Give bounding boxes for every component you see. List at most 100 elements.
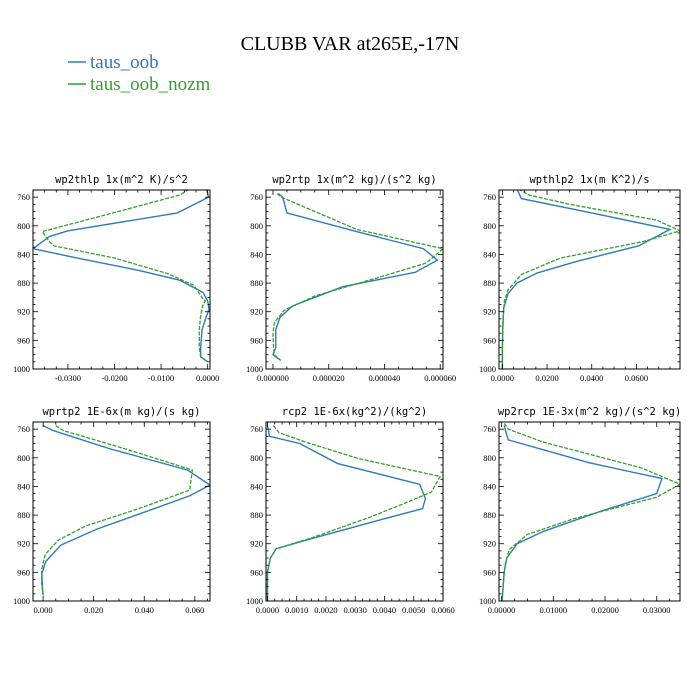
plot-frame [32, 189, 211, 370]
y-tick-label: 800 [250, 453, 263, 463]
x-tick-label: 0.0000 [256, 605, 279, 615]
x-tick-label: 0.03000 [643, 605, 671, 615]
y-tick-label: 840 [17, 249, 30, 259]
y-tick-label: 960 [483, 567, 496, 577]
subplot-title: wp2thlp 1x(m^2 K)/s^2 [55, 174, 188, 186]
x-tick-label: -0.0100 [148, 373, 174, 383]
y-tick-label: 760 [17, 192, 30, 202]
subplot-1: wp2thlp 1x(m^2 K)/s^2 760 800 840 880 920 960 1… [13, 174, 219, 383]
x-tick-label: 0.000 [34, 605, 53, 615]
y-tick-label: 960 [17, 567, 30, 577]
subplot-title: rcp2 1E-6x(kg^2)/(kg^2) [282, 406, 427, 418]
x-tick-label: 0.02000 [591, 605, 619, 615]
subplot-title: wpthlp2 1x(m K^2)/s [529, 174, 649, 186]
x-tick-label: 0.0400 [580, 373, 603, 383]
y-tick-label: 1000 [13, 596, 30, 606]
plot-frame [265, 189, 444, 370]
subplot-title: wp2rcp 1E-3x(m^2 kg)/(s^2 kg) [498, 406, 681, 418]
subplot-title: wp2rtp 1x(m^2 kg)/(s^2 kg) [272, 174, 436, 186]
subplot-3: wpthlp2 1x(m K^2)/s 760 800 840 880 920 960 100… [479, 174, 681, 383]
x-tick-label: 0.0200 [535, 373, 558, 383]
y-tick-label: 800 [250, 221, 263, 231]
series-line-taus-oob [501, 190, 672, 369]
x-tick-label: 0.040 [135, 605, 154, 615]
subplot-title: wprtp2 1E-6x(m kg)/(s kg) [42, 406, 200, 418]
legend-label-taus-oob-nozm: taus_oob_nozm [90, 74, 211, 95]
y-tick-label: 760 [483, 424, 496, 434]
y-tick-label: 840 [250, 249, 263, 259]
y-tick-label: 1000 [13, 364, 30, 374]
subplot-grid: wp2thlp 1x(m^2 K)/s^2 760 800 840 880 920 960 1… [13, 174, 681, 615]
y-tick-label: 840 [250, 481, 263, 491]
y-tick-label: 800 [483, 221, 496, 231]
y-tick-label: 760 [483, 192, 496, 202]
plot-frame [265, 421, 444, 602]
y-tick-label: 1000 [246, 596, 263, 606]
y-tick-label: 760 [250, 424, 263, 434]
subplot-5: rcp2 1E-6x(kg^2)/(kg^2) 760 800 840 880 920 96… [246, 406, 455, 615]
y-tick-label: 920 [17, 307, 30, 317]
series-line-taus-oob-nozm [501, 423, 680, 601]
x-tick-label: 0.000040 [369, 373, 401, 383]
y-tick-label: 760 [17, 424, 30, 434]
series-line-taus-oob [272, 193, 439, 361]
y-tick-label: 960 [17, 335, 30, 345]
x-tick-label: 0.0000 [491, 373, 514, 383]
y-tick-label: 960 [250, 567, 263, 577]
x-tick-label: -0.0300 [55, 373, 81, 383]
y-tick-label: 840 [17, 481, 30, 491]
legend-label-taus-oob: taus_oob [90, 52, 159, 73]
y-tick-label: 920 [483, 539, 496, 549]
x-tick-label: 0.01000 [539, 605, 567, 615]
y-tick-label: 800 [17, 453, 30, 463]
y-tick-label: 880 [17, 278, 30, 288]
subplot-6: wp2rcp 1E-3x(m^2 kg)/(s^2 kg)760 800 840 88… [479, 406, 681, 615]
x-tick-label: 0.0600 [625, 373, 648, 383]
x-tick-label: 0.060 [185, 605, 204, 615]
subplot-2: wp2rtp 1x(m^2 kg)/(s^2 kg) 760 800 840 880 92… [246, 174, 456, 383]
series-line-taus-oob-nozm [266, 425, 442, 601]
series-line-taus-oob [33, 190, 210, 363]
y-tick-label: 840 [483, 249, 496, 259]
y-tick-label: 1000 [479, 596, 496, 606]
x-tick-label: 0.00000 [488, 605, 516, 615]
y-tick-label: 800 [17, 221, 30, 231]
x-tick-label: 0.0010 [285, 605, 308, 615]
series-line-taus-oob [41, 424, 210, 596]
y-tick-label: 920 [483, 307, 496, 317]
y-tick-label: 960 [483, 335, 496, 345]
series-line-taus-oob-nozm [272, 193, 443, 361]
y-tick-label: 880 [250, 278, 263, 288]
x-tick-label: 0.0040 [373, 605, 396, 615]
y-tick-label: 880 [250, 510, 263, 520]
y-tick-label: 840 [483, 481, 496, 491]
y-tick-label: 800 [483, 453, 496, 463]
x-tick-label: 0.000000 [257, 373, 289, 383]
y-tick-label: 760 [250, 192, 263, 202]
series-line-taus-oob-nozm [40, 425, 194, 596]
y-tick-label: 1000 [479, 364, 496, 374]
subplot-4: wprtp2 1E-6x(m kg)/(s kg) 760 800 840 880 920… [13, 406, 211, 615]
x-tick-label: 0.0060 [431, 605, 454, 615]
series-line-taus-oob [266, 425, 427, 601]
plot-frame [32, 421, 211, 602]
y-tick-label: 880 [483, 278, 496, 288]
x-tick-label: 0.000020 [313, 373, 345, 383]
series-line-taus-oob-nozm [41, 190, 209, 363]
x-tick-label: 0.0050 [402, 605, 425, 615]
y-tick-label: 960 [250, 335, 263, 345]
plot-frame [498, 189, 681, 370]
series-line-taus-oob-nozm [501, 190, 680, 369]
x-tick-label: -0.0200 [101, 373, 127, 383]
plot-frame [498, 421, 681, 602]
y-tick-label: 920 [17, 539, 30, 549]
x-tick-label: 0.0030 [344, 605, 367, 615]
x-tick-label: 0.0000 [196, 373, 219, 383]
series-line-taus-oob [501, 425, 663, 601]
legend: taus_oob taus_oob_nozm [68, 52, 211, 95]
y-tick-label: 880 [17, 510, 30, 520]
x-tick-label: 0.000060 [424, 373, 456, 383]
y-tick-label: 1000 [246, 364, 263, 374]
figure-title: CLUBB VAR at265E,-17N [241, 33, 460, 55]
